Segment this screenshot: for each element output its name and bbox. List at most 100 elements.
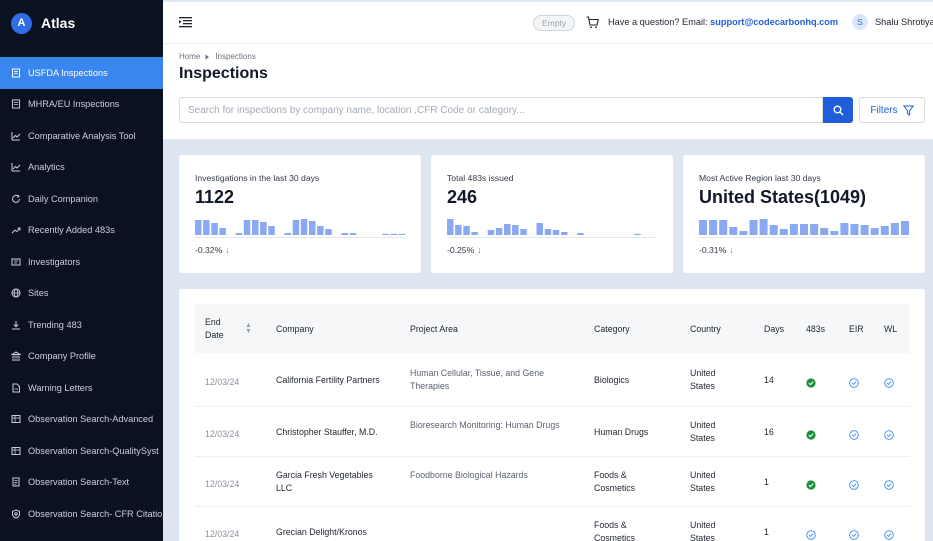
check-circle-outline-icon[interactable] <box>806 527 816 540</box>
check-circle-filled-icon[interactable] <box>806 375 816 388</box>
document-icon <box>11 99 21 109</box>
sidebar-item-observation-search-qualitysyst[interactable]: Observation Search-QualitySyst <box>0 435 163 467</box>
globe-icon <box>11 288 21 298</box>
column-header-project-area[interactable]: Project Area <box>410 304 458 353</box>
cell-project-area: Human Cellular, Tissue, and Gene Therapie… <box>410 367 544 393</box>
stat-change: -0.31% ↓ <box>699 245 734 255</box>
sidebar-item-daily-companion[interactable]: Daily Companion <box>0 183 163 215</box>
sidebar-item-investigators[interactable]: Investigators <box>0 246 163 278</box>
cell-project-area: Bioresearch Monitoring: Human Drugs <box>410 419 560 432</box>
check-circle-filled-icon[interactable] <box>806 477 816 490</box>
cart-icon[interactable] <box>586 16 599 29</box>
sidebar-item-observation-search-advanced[interactable]: Observation Search-Advanced <box>0 404 163 436</box>
sidebar-item-mhra-eu-inspections[interactable]: MHRA/EU Inspections <box>0 89 163 121</box>
cell-end-date: 12/03/24 <box>205 429 240 439</box>
sidebar-item-comparative-analysis-tool[interactable]: Comparative Analysis Tool <box>0 120 163 152</box>
spark-bar <box>268 226 275 235</box>
cell-line: Foods & <box>594 470 627 480</box>
cell-country: United States <box>690 419 715 445</box>
column-header-country[interactable]: Country <box>690 304 721 353</box>
arrow-down-icon: ↓ <box>225 245 230 255</box>
table-row[interactable]: 12/03/24 Garcia Fresh Vegetables LLC Foodbo… <box>195 457 910 507</box>
search-input[interactable] <box>179 97 823 123</box>
stat-change-value: -0.32% <box>195 245 223 255</box>
spark-bar <box>512 225 519 235</box>
table-header: End Date ▲ ▼ Company Project Area Category Cou… <box>195 304 910 353</box>
column-header-483s[interactable]: 483s <box>806 304 825 353</box>
sidebar-item-label: Comparative Analysis Tool <box>28 130 136 141</box>
sidebar-item-recently-added-483s[interactable]: Recently Added 483s <box>0 215 163 247</box>
spark-bar <box>739 231 748 235</box>
stat-change-value: -0.25% <box>447 245 475 255</box>
table-row[interactable]: 12/03/24 Grecian Delight/Kronos Foods & Cos… <box>195 507 910 541</box>
stat-change: -0.32% ↓ <box>195 245 230 255</box>
check-circle-outline-icon[interactable] <box>849 375 859 388</box>
sidebar-item-analytics[interactable]: Analytics <box>0 152 163 184</box>
column-header-company[interactable]: Company <box>276 304 314 353</box>
table-row[interactable]: 12/03/24 Christopher Stauffer, M.D. Biores… <box>195 407 910 457</box>
support-email-link[interactable]: support@codecarbonhq.com <box>710 17 839 27</box>
spark-bar <box>260 222 267 235</box>
check-circle-outline-icon[interactable] <box>849 477 859 490</box>
stat-change-value: -0.31% <box>699 245 727 255</box>
spark-bar <box>880 226 889 235</box>
cell-category: Human Drugs <box>594 426 648 439</box>
filters-button[interactable]: Filters <box>859 97 925 123</box>
sidebar-item-sites[interactable]: Sites <box>0 278 163 310</box>
line-chart-icon <box>11 131 21 141</box>
stat-value: United States(1049) <box>699 187 867 207</box>
cell-category: Foods & Cosmetics <box>594 519 635 541</box>
spark-bar <box>203 220 210 235</box>
spark-bar <box>341 233 348 235</box>
cell-line: Garcia Fresh Vegetables <box>276 470 373 480</box>
sidebar-item-observation-search-cfr-citatio[interactable]: Observation Search- CFR Citatio <box>0 498 163 530</box>
breadcrumb-current: Inspections <box>215 52 256 61</box>
check-circle-outline-icon[interactable] <box>884 477 894 490</box>
spark-bar <box>300 219 308 235</box>
sidebar-item-label: Trending 483 <box>28 319 82 330</box>
file-text-icon <box>11 477 21 487</box>
cell-line: United <box>690 520 716 530</box>
check-circle-outline-icon[interactable] <box>884 375 894 388</box>
check-circle-outline-icon[interactable] <box>884 427 894 440</box>
cell-company: California Fertility Partners <box>276 374 380 387</box>
check-circle-outline-icon[interactable] <box>849 427 859 440</box>
column-header-days[interactable]: Days <box>764 304 784 353</box>
column-header-end-date[interactable]: End Date ▲ ▼ <box>205 304 252 353</box>
check-circle-filled-icon[interactable] <box>806 427 816 440</box>
spark-bar <box>749 220 758 235</box>
spark-bar <box>471 232 478 235</box>
check-circle-outline-icon[interactable] <box>884 527 894 540</box>
column-header-eir[interactable]: EIR <box>849 304 864 353</box>
column-header-label: End Date <box>205 316 224 340</box>
spark-bar <box>800 224 808 235</box>
cell-project-area: Foodborne Biological Hazards <box>410 469 528 482</box>
sidebar-item-label: Company Profile <box>28 351 96 362</box>
column-header-wl[interactable]: WL <box>884 304 897 353</box>
menu-toggle-icon[interactable] <box>179 16 192 28</box>
check-circle-outline-icon[interactable] <box>849 527 859 540</box>
cell-category: Foods & Cosmetics <box>594 469 635 495</box>
cell-line: United <box>690 420 716 430</box>
spark-bar <box>235 233 243 235</box>
cell-end-date: 12/03/24 <box>205 479 240 489</box>
breadcrumb-home[interactable]: Home <box>179 52 201 61</box>
page-header: Home Inspections Inspections Filters <box>163 44 933 139</box>
sidebar-item-usfda-inspections[interactable]: USFDA Inspections <box>0 57 163 89</box>
sort-icon[interactable]: ▲ ▼ <box>245 321 252 335</box>
sidebar-item-company-profile[interactable]: Company Profile <box>0 341 163 373</box>
search-button[interactable] <box>823 97 853 123</box>
sidebar-item-observation-search-text[interactable]: Observation Search-Text <box>0 467 163 499</box>
sidebar-item-label: Observation Search- CFR Citatio <box>28 508 163 519</box>
user-menu[interactable]: S Shalu Shrotiya <box>852 14 933 30</box>
column-header-label: WL <box>884 323 898 334</box>
sidebar: A Atlas USFDA Inspections MHRA/EU Inspect… <box>0 0 163 541</box>
stat-card: Investigations in the last 30 days 1122 -0… <box>179 155 421 273</box>
table-icon <box>11 414 21 424</box>
table-row[interactable]: 12/03/24 California Fertility Partners Hum… <box>195 353 910 407</box>
column-header-category[interactable]: Category <box>594 304 630 353</box>
sidebar-item-warning-letters[interactable]: Warning Letters <box>0 372 163 404</box>
stat-label: Investigations in the last 30 days <box>195 173 320 183</box>
sidebar-item-trending-483[interactable]: Trending 483 <box>0 309 163 341</box>
brand[interactable]: A Atlas <box>0 0 163 46</box>
